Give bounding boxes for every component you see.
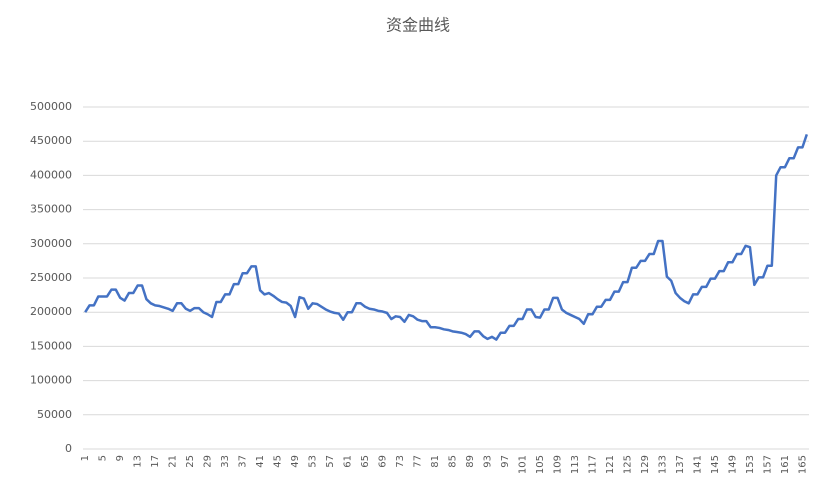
x-tick-label: 57	[325, 455, 336, 468]
x-tick-label: 105	[535, 455, 546, 474]
y-tick-label: 250000	[30, 271, 72, 284]
y-tick-label: 350000	[30, 203, 72, 216]
x-tick-label: 145	[710, 455, 721, 474]
x-tick-label: 109	[553, 455, 564, 474]
x-tick-label: 33	[220, 455, 231, 468]
x-tick-label: 117	[588, 455, 599, 474]
x-tick-label: 97	[500, 455, 511, 468]
x-tick-label: 21	[168, 455, 179, 468]
x-tick-label: 17	[150, 455, 161, 468]
x-tick-label: 73	[395, 455, 406, 468]
data-line	[84, 133, 808, 341]
y-tick-label: 300000	[30, 237, 72, 250]
x-tick-label: 125	[623, 455, 634, 474]
x-tick-label: 1	[80, 455, 91, 461]
x-tick-label: 137	[675, 455, 686, 474]
x-tick-label: 129	[640, 455, 651, 474]
x-tick-label: 89	[465, 455, 476, 468]
x-tick-label: 161	[780, 455, 791, 474]
x-tick-label: 101	[518, 455, 529, 474]
x-tick-label: 37	[238, 455, 249, 468]
x-tick-label: 45	[273, 455, 284, 468]
x-tick-label: 157	[762, 455, 773, 474]
x-tick-label: 149	[727, 455, 738, 474]
y-tick-label: 400000	[30, 168, 72, 181]
chart-title: 资金曲线	[386, 16, 450, 35]
x-tick-label: 121	[605, 455, 616, 474]
x-tick-label: 69	[378, 455, 389, 468]
x-tick-label: 65	[360, 455, 371, 468]
x-tick-label: 165	[797, 455, 808, 474]
x-tick-label: 53	[308, 455, 319, 468]
y-tick-label: 0	[65, 442, 72, 455]
y-tick-label: 450000	[30, 134, 72, 147]
x-tick-label: 77	[413, 455, 424, 468]
x-tick-label: 133	[657, 455, 668, 474]
x-tick-label: 153	[745, 455, 756, 474]
x-tick-label: 49	[290, 455, 301, 468]
x-tick-label: 25	[185, 455, 196, 468]
x-tick-label: 61	[343, 455, 354, 468]
x-tick-label: 41	[255, 455, 266, 468]
x-tick-label: 113	[570, 455, 581, 474]
x-tick-label: 85	[448, 455, 459, 468]
y-tick-label: 200000	[30, 305, 72, 318]
x-tick-label: 13	[133, 455, 144, 468]
y-tick-label: 100000	[30, 374, 72, 387]
y-tick-label: 150000	[30, 339, 72, 352]
y-tick-label: 50000	[37, 408, 72, 421]
x-tick-label: 5	[98, 455, 109, 461]
x-tick-label: 29	[203, 455, 214, 468]
x-tick-label: 9	[115, 455, 126, 461]
y-tick-label: 500000	[30, 100, 72, 113]
x-tick-label: 93	[483, 455, 494, 468]
x-tick-label: 81	[430, 455, 441, 468]
x-tick-label: 141	[692, 455, 703, 474]
